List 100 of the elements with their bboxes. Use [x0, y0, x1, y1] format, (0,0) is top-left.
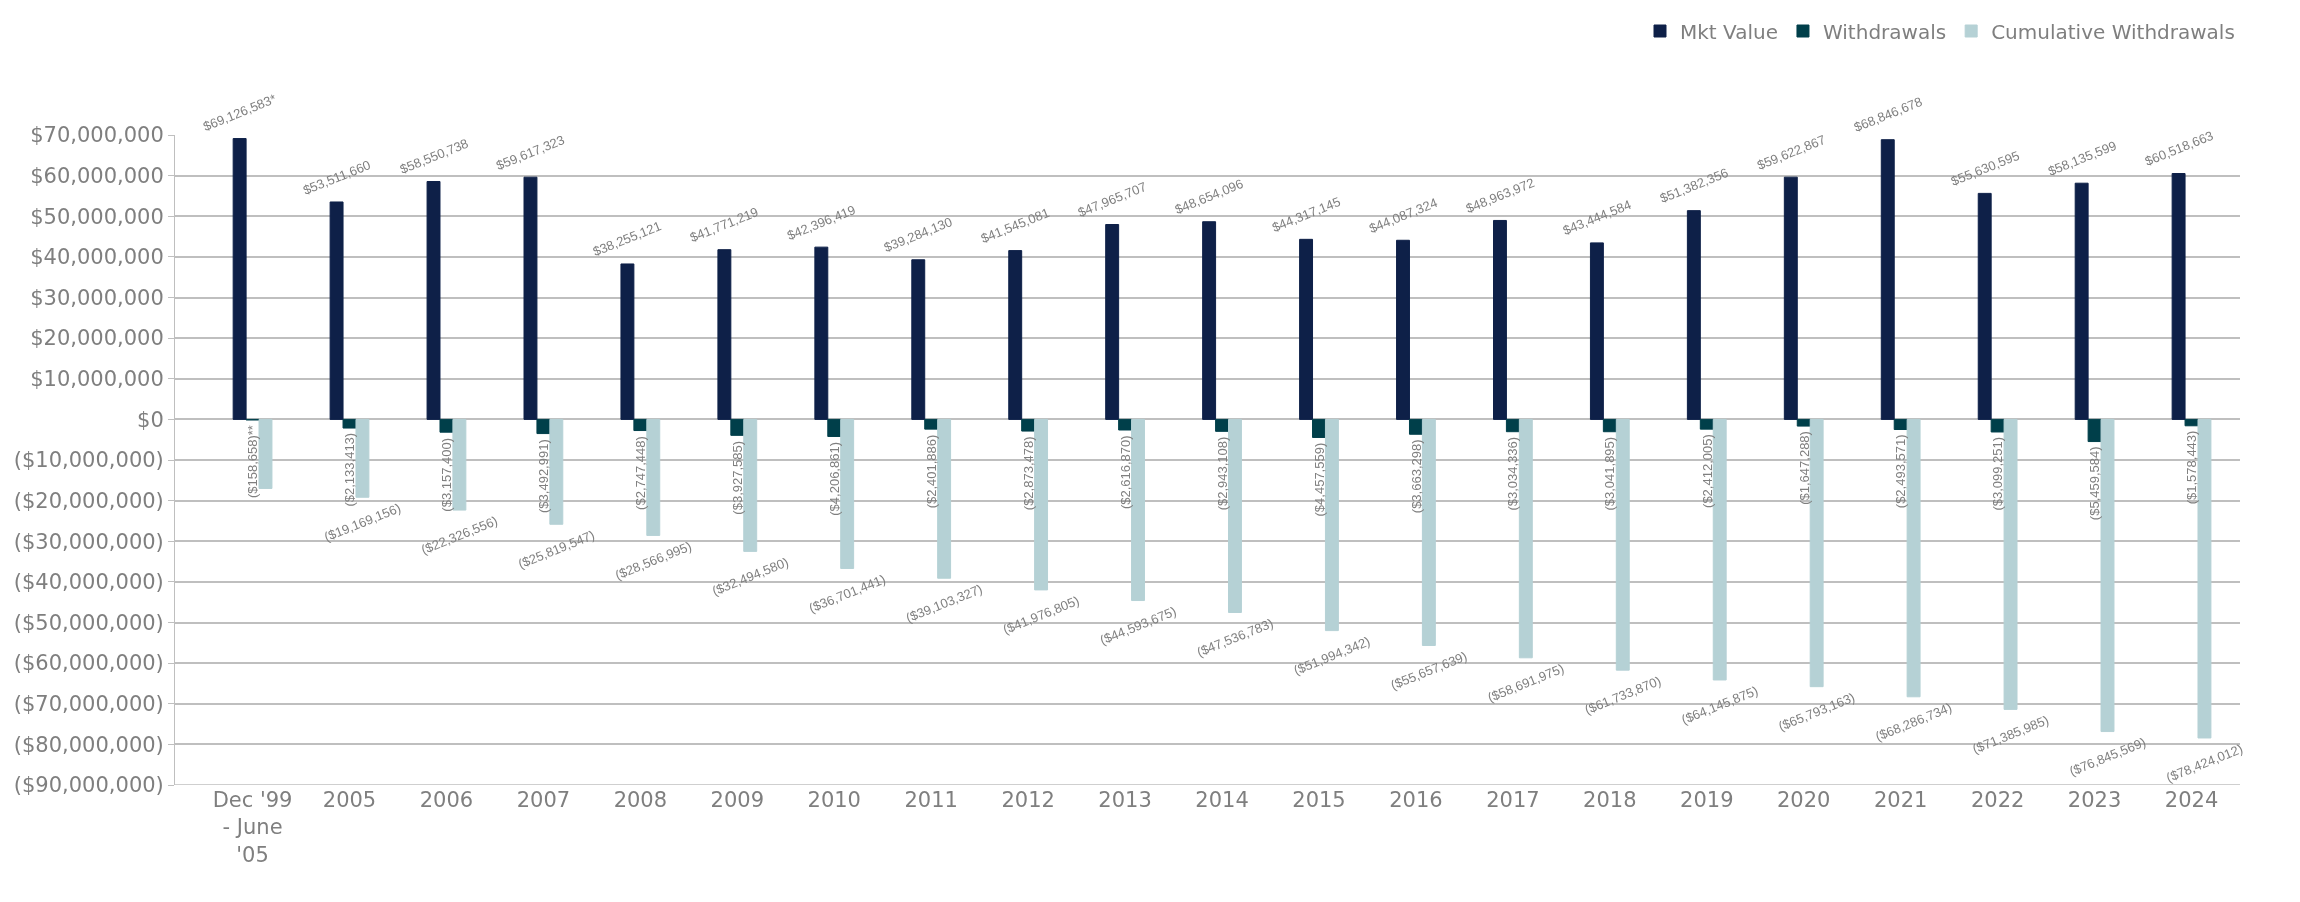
bar	[2087, 418, 2102, 443]
bar	[439, 418, 454, 433]
bar	[549, 418, 564, 525]
bar	[620, 263, 635, 420]
y-tick-label: $40,000,000	[30, 245, 164, 270]
x-tick-label: 2005	[322, 788, 377, 812]
x-tick-label: 2008	[613, 788, 668, 812]
bar	[1105, 224, 1120, 420]
bar	[1131, 418, 1145, 602]
legend-label: Cumulative Withdrawals	[1991, 19, 2235, 44]
x-tick-label: 2011	[904, 788, 958, 812]
x-tick-label: 2024	[2164, 788, 2219, 812]
bar	[840, 418, 855, 569]
bar	[355, 418, 370, 498]
bar	[646, 418, 661, 536]
data-label: ($3,157,400)	[439, 437, 455, 512]
x-tick-label: Dec '99 - June '05	[212, 788, 293, 867]
data-label: ($2,943,108)	[1214, 436, 1230, 511]
y-tick-label: ($50,000,000)	[13, 610, 164, 635]
bar	[1034, 418, 1049, 591]
x-tick-label: 2016	[1389, 788, 1443, 812]
x-tick-label: 2023	[2067, 788, 2122, 812]
bar	[717, 249, 732, 420]
bar	[452, 418, 467, 511]
y-tick-label: ($40,000,000)	[13, 570, 164, 595]
data-label: ($3,492,991)	[535, 439, 551, 513]
y-tick-label: ($80,000,000)	[13, 732, 164, 757]
x-tick-label: 2010	[807, 788, 861, 812]
x-tick-label: 2014	[1195, 788, 1249, 812]
data-label: ($158,658)**	[245, 425, 261, 499]
x-tick-label: 2009	[710, 788, 765, 812]
bar	[1783, 176, 1798, 420]
bar	[1602, 418, 1617, 433]
bar	[536, 418, 551, 435]
bar	[1118, 418, 1133, 431]
y-tick-label: ($60,000,000)	[13, 651, 164, 676]
bar	[232, 138, 247, 420]
bar	[1408, 418, 1423, 435]
bar	[342, 418, 357, 429]
bar	[1215, 418, 1230, 432]
bar	[1021, 418, 1036, 432]
data-label: ($1,578,443)	[2183, 430, 2199, 505]
bar	[911, 259, 926, 420]
x-tick-label: 2013	[1098, 788, 1152, 812]
data-label: ($3,927,585)	[729, 440, 745, 515]
y-tick-label: $0	[137, 407, 164, 432]
bar	[258, 418, 273, 489]
bar	[1312, 418, 1326, 438]
y-tick-label: $20,000,000	[30, 326, 164, 351]
data-label: ($4,206,861)	[826, 441, 842, 516]
data-label: ($2,616,870)	[1118, 435, 1134, 510]
y-tick-label: ($70,000,000)	[13, 692, 164, 717]
bar	[426, 181, 441, 420]
x-tick-label: 2019	[1680, 788, 1734, 812]
bar	[1686, 210, 1701, 420]
bar	[1505, 418, 1520, 433]
bar	[1796, 418, 1811, 427]
legend-label: Withdrawals	[1822, 19, 1947, 44]
legend-label: Mkt Value	[1680, 19, 1778, 44]
data-label: ($1,647,288)	[1796, 431, 1812, 505]
bar	[730, 418, 745, 436]
data-label: ($2,493,571)	[1893, 434, 1909, 509]
x-tick-label: 2007	[516, 788, 571, 812]
bar	[827, 418, 842, 437]
y-tick-label: $70,000,000	[30, 123, 164, 148]
data-label: ($5,459,584)	[2087, 446, 2103, 521]
y-tick-label: $10,000,000	[30, 367, 164, 392]
x-tick-label: 2020	[1777, 788, 1831, 812]
y-tick-label: ($20,000,000)	[13, 488, 164, 513]
bar	[1699, 418, 1714, 430]
bar	[2003, 418, 2018, 710]
data-label: ($3,099,251)	[1989, 436, 2005, 511]
bar	[523, 176, 538, 420]
bar	[2074, 182, 2089, 420]
x-tick-label: 2017	[1486, 788, 1540, 812]
x-tick-label: 2006	[419, 788, 474, 812]
y-tick-label: $60,000,000	[30, 163, 164, 188]
y-tick-label: $30,000,000	[30, 285, 164, 310]
x-tick-label: 2022	[1970, 788, 2025, 812]
bar	[329, 201, 344, 420]
bar	[1880, 139, 1895, 420]
data-label: ($2,747,448)	[632, 436, 648, 510]
y-tick-label: ($30,000,000)	[13, 529, 164, 554]
bar	[1518, 418, 1533, 659]
bar	[633, 418, 648, 432]
bar	[1299, 238, 1314, 420]
data-label: ($2,401,886)	[924, 434, 940, 509]
data-label: ($4,457,559)	[1311, 442, 1327, 517]
bar	[2100, 418, 2115, 733]
y-tick-label: $50,000,000	[30, 204, 164, 229]
bar	[1396, 239, 1410, 420]
bar	[1228, 418, 1242, 613]
y-tick-label: ($90,000,000)	[13, 773, 164, 798]
x-tick-label: 2018	[1583, 788, 1637, 812]
bar	[743, 418, 758, 552]
x-tick-label: 2021	[1873, 788, 1928, 812]
y-tick-label: ($10,000,000)	[13, 448, 164, 473]
bar	[1008, 250, 1023, 420]
bar	[1493, 219, 1507, 420]
bar	[1906, 418, 1921, 698]
